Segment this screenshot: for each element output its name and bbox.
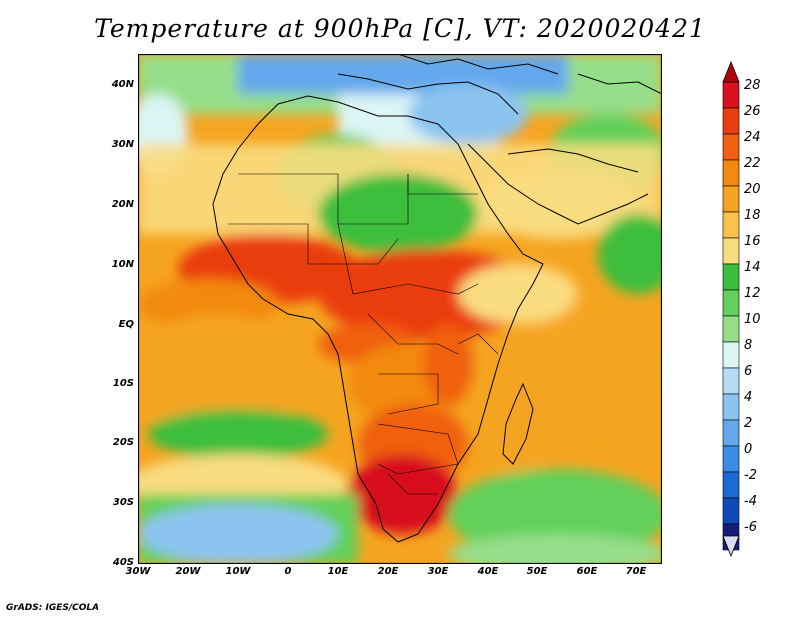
- colorbar-label: 8: [744, 338, 753, 353]
- lon-label: 70E: [625, 566, 647, 577]
- lon-label: 10W: [225, 566, 251, 577]
- lat-label: 40S: [112, 557, 134, 568]
- colorbar-label: 28: [744, 78, 761, 93]
- temperature-contours: [138, 54, 662, 564]
- lat-label: 40N: [111, 79, 134, 90]
- colorbar-under-triangle: [722, 535, 740, 558]
- colorbar-box: [722, 107, 740, 135]
- lat-label: EQ: [118, 319, 134, 330]
- colorbar-label: 14: [744, 260, 761, 275]
- lon-label: 20E: [377, 566, 399, 577]
- colorbar-label: 24: [744, 130, 761, 145]
- colorbar-box: [722, 471, 740, 499]
- lon-label: 30E: [427, 566, 449, 577]
- lat-label: 30N: [111, 139, 134, 150]
- colorbar-box: [722, 367, 740, 395]
- colorbar-label: 16: [744, 234, 761, 249]
- colorbar-box: [722, 315, 740, 343]
- colorbar-box: [722, 341, 740, 369]
- colorbar-box: [722, 81, 740, 109]
- colorbar-label: 10: [744, 312, 761, 327]
- colorbar-label: 26: [744, 104, 761, 119]
- lon-label: 0: [284, 566, 292, 577]
- colorbar-box: [722, 263, 740, 291]
- colorbar-over-triangle: [722, 60, 740, 83]
- colorbar-label: -4: [744, 494, 757, 509]
- lon-label: 10E: [327, 566, 349, 577]
- credit-text: GrADS: IGES/COLA: [6, 603, 100, 613]
- colorbar-box: [722, 185, 740, 213]
- colorbar-label: 20: [744, 182, 761, 197]
- colorbar-box: [722, 133, 740, 161]
- colorbar-label: -6: [744, 520, 757, 535]
- colorbar-box: [722, 237, 740, 265]
- lon-label: 30W: [125, 566, 151, 577]
- map-frame: [137, 53, 663, 565]
- colorbar-label: 12: [744, 286, 761, 301]
- lat-label: 10S: [112, 378, 134, 389]
- colorbar: [722, 60, 740, 558]
- lon-label: 20W: [175, 566, 201, 577]
- lat-label: 10N: [111, 259, 134, 270]
- colorbar-box: [722, 289, 740, 317]
- colorbar-label: 18: [744, 208, 761, 223]
- colorbar-label: 6: [744, 364, 753, 379]
- colorbar-box: [722, 159, 740, 187]
- lat-label: 20S: [112, 437, 134, 448]
- country-borders: [228, 173, 499, 495]
- colorbar-box: [722, 211, 740, 239]
- lon-label: 60E: [576, 566, 598, 577]
- lat-label: 30S: [112, 497, 134, 508]
- temperature-field: [137, 53, 663, 565]
- colorbar-box: [722, 419, 740, 447]
- colorbar-label: 2: [744, 416, 753, 431]
- lon-label: 50E: [526, 566, 548, 577]
- colorbar-box: [722, 497, 740, 525]
- map-title: Temperature at 900hPa [C], VT: 202002042…: [94, 14, 706, 43]
- temperature-map: [137, 53, 663, 565]
- colorbar-label: 0: [744, 442, 753, 457]
- lon-label: 40E: [477, 566, 499, 577]
- colorbar-label: 22: [744, 156, 761, 171]
- coastlines: [212, 54, 662, 543]
- colorbar-label: 4: [744, 390, 753, 405]
- colorbar-box: [722, 445, 740, 473]
- colorbar-box: [722, 393, 740, 421]
- colorbar-label: -2: [744, 468, 757, 483]
- lat-label: 20N: [111, 199, 134, 210]
